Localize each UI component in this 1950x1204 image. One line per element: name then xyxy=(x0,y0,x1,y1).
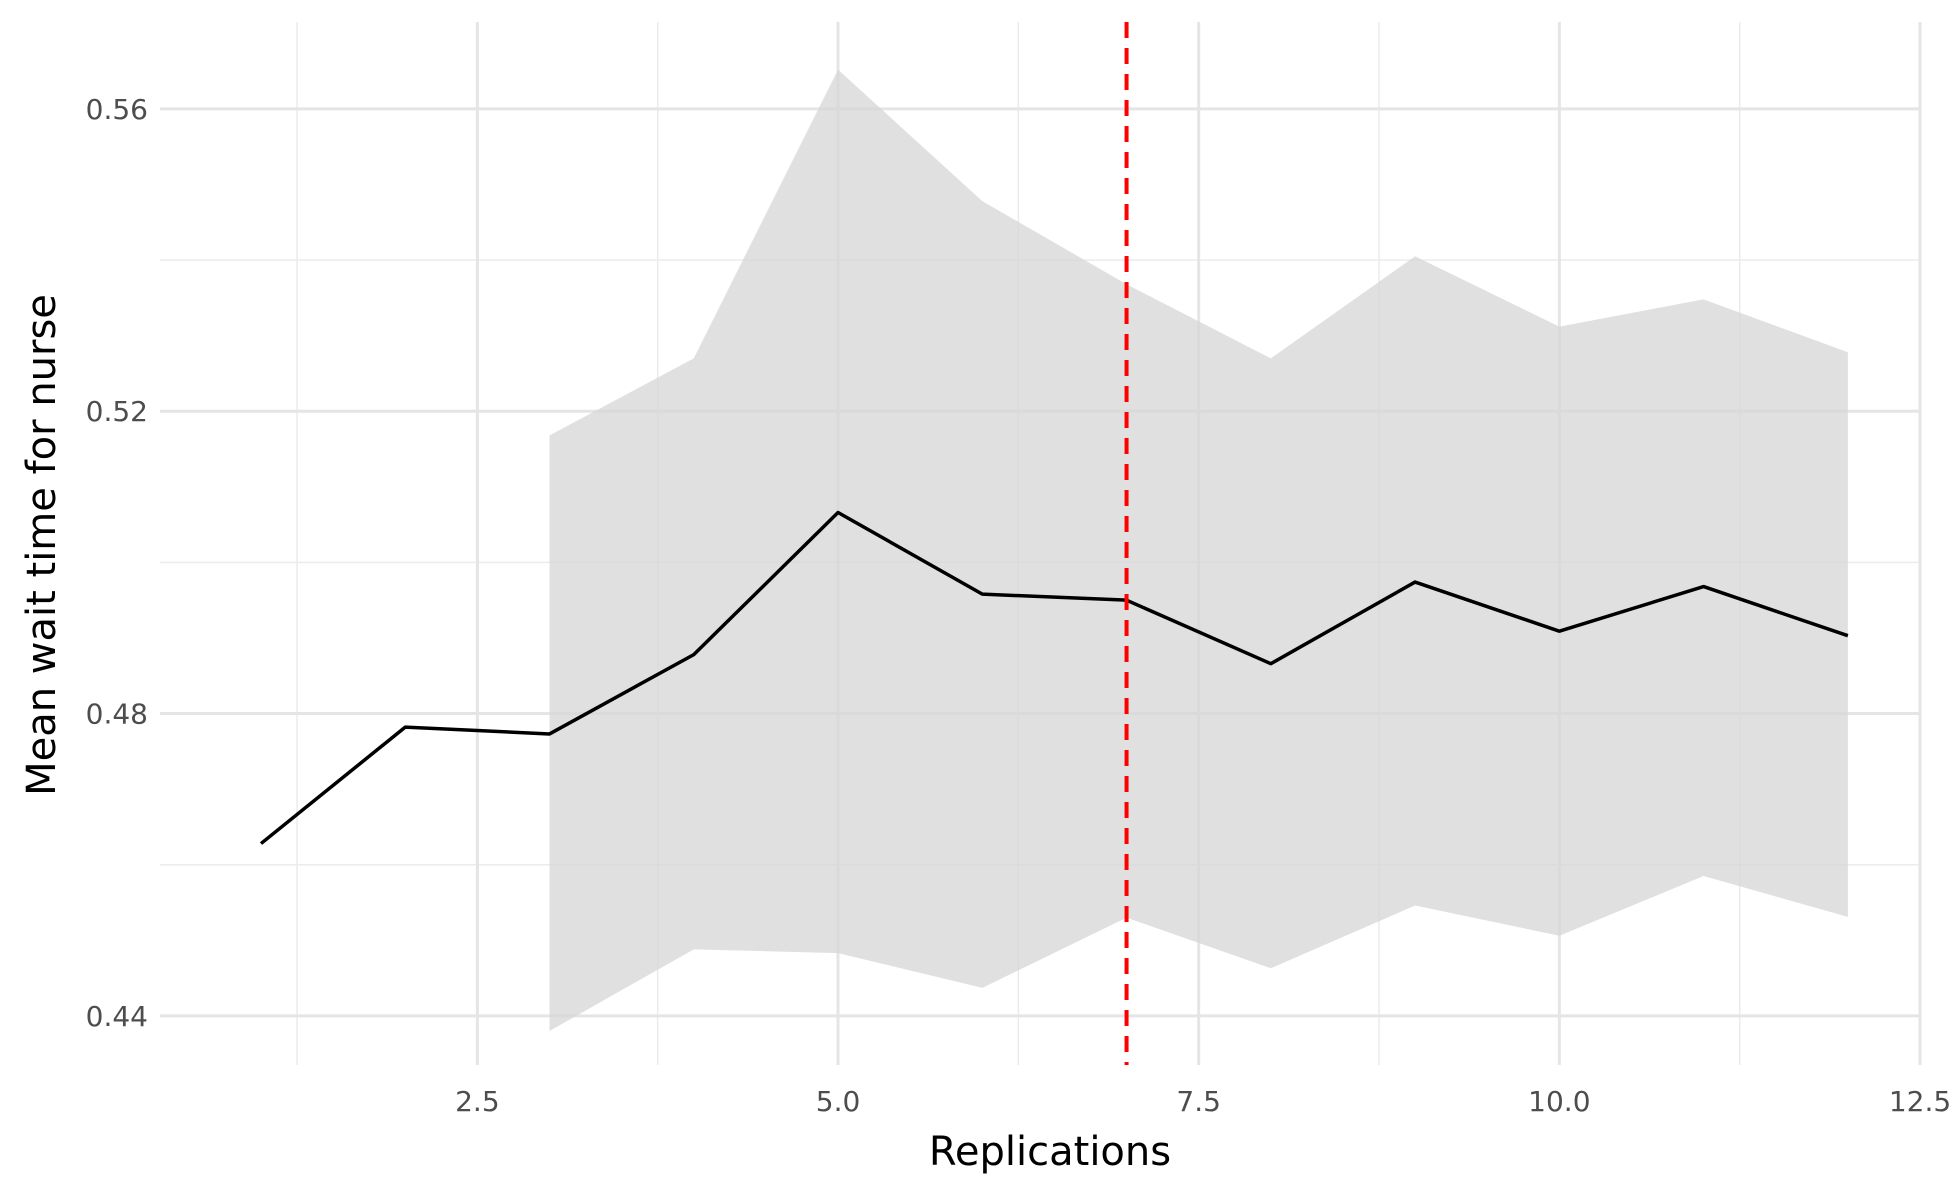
y-axis-tick-labels: 0.44 0.48 0.52 0.56 xyxy=(86,93,148,1033)
x-tick-label: 12.5 xyxy=(1889,1085,1950,1118)
confidence-band-layer xyxy=(549,69,1848,1031)
x-tick-label: 5.0 xyxy=(816,1085,861,1118)
y-tick-label: 0.52 xyxy=(86,395,148,428)
y-tick-label: 0.48 xyxy=(86,698,148,731)
x-tick-label: 10.0 xyxy=(1528,1085,1590,1118)
confidence-band xyxy=(549,69,1848,1031)
y-axis-title: Mean wait time for nurse xyxy=(19,294,65,796)
x-axis-tick-labels: 2.5 5.0 7.5 10.0 12.5 xyxy=(455,1085,1950,1118)
y-tick-label: 0.56 xyxy=(86,93,148,126)
series-line xyxy=(259,510,1849,845)
series-line-layer xyxy=(259,510,1849,845)
x-tick-label: 2.5 xyxy=(455,1085,500,1118)
y-tick-label: 0.44 xyxy=(86,1000,148,1033)
x-tick-label: 7.5 xyxy=(1176,1085,1221,1118)
x-axis-title: Replications xyxy=(929,1129,1171,1175)
